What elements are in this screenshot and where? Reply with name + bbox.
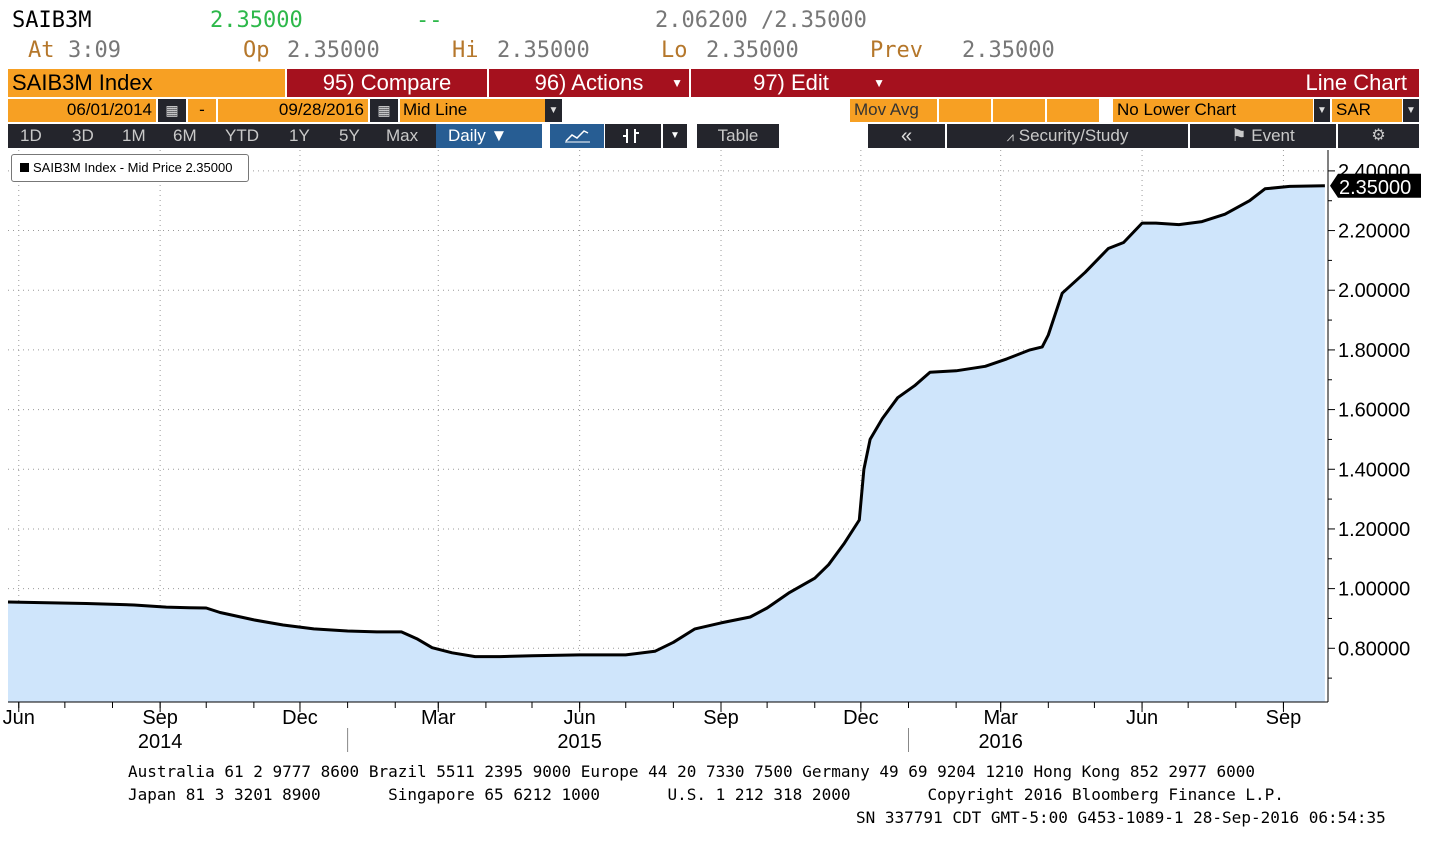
frequency-select[interactable]: Daily ▼ [436,124,542,148]
range-5y[interactable]: 5Y [339,126,360,145]
chart-type-title: Line Chart [1305,70,1407,95]
gear-icon[interactable]: ⚙ [1338,124,1419,148]
y-tick-label: 0.80000 [1338,638,1410,660]
start-date-field[interactable]: 06/01/2014 [8,99,156,122]
range-1y[interactable]: 1Y [289,126,310,145]
range-1m[interactable]: 1M [122,126,146,145]
mov-avg-field-3[interactable] [1047,99,1099,122]
x-tick-label: Jun [1126,707,1158,729]
range-3d[interactable]: 3D [72,126,94,145]
low-label: Lo [661,38,688,63]
high-value: 2.35000 [497,38,590,63]
last-price: 2.35000 [210,8,303,33]
net-change: -- [416,8,443,33]
footer-contacts-2: Japan 81 3 3201 8900 Singapore 65 6212 1… [128,785,1284,804]
at-label: At [28,38,55,63]
start-calendar-icon[interactable]: ▦ [158,99,186,122]
chart-legend[interactable]: SAIB3M Index - Mid Price 2.35000 [11,154,249,182]
price-area-fill [8,185,1325,703]
line-chart: 2.400002.200002.000001.800001.600001.400… [3,150,1421,753]
at-time: 3:09 [68,38,121,63]
y-tick-label: 1.20000 [1338,519,1410,541]
security-study-label: Security/Study [1018,126,1129,145]
last-value-tag [1330,173,1421,198]
end-date-field[interactable]: 09/28/2016 [218,99,368,122]
table-button[interactable]: Table [697,124,779,148]
range-max[interactable]: Max [386,126,419,145]
x-tick-label: Sep [1266,707,1302,729]
event-button[interactable]: ⚑ Event [1190,124,1336,148]
event-label: Event [1251,126,1295,145]
footer-contacts-1: Australia 61 2 9777 8600 Brazil 5511 239… [128,762,1256,781]
price-line [7,184,1325,659]
legend-swatch [20,163,29,172]
year-label: 2015 [557,731,602,753]
y-tick-label: 1.60000 [1338,400,1410,422]
range-row: 1D 3D 1M 6M YTD 1Y 5Y Max Daily ▼ ▼ Tabl… [8,124,1419,148]
security-field[interactable]: SAIB3M Index [8,69,285,97]
mov-avg-field-2[interactable] [993,99,1045,122]
edit-label: 97) Edit [753,70,829,95]
currency-select[interactable]: SAR [1332,99,1402,122]
x-tick-label: Dec [282,707,318,729]
x-tick-label: Jun [564,707,596,729]
y-tick-label: 2.20000 [1338,221,1410,243]
legend-text: SAIB3M Index - Mid Price 2.35000 [33,160,233,175]
bid-ask: 2.06200 /2.35000 [655,8,867,33]
edit-button[interactable]: 97) Edit ▼ [689,69,891,97]
line-chart-icon[interactable] [550,124,604,148]
y-tick-label: 2.00000 [1338,280,1410,302]
main-toolbar: SAIB3M Index 95) Compare 96) Actions ▼ 9… [8,69,1419,97]
prev-value: 2.35000 [962,38,1055,63]
last-value-label: 2.35000 [1339,177,1411,199]
y-tick-label: 1.00000 [1338,579,1410,601]
prev-label: Prev [870,38,923,63]
date-range-dash: - [188,99,216,122]
year-label: 2016 [978,731,1023,753]
low-value: 2.35000 [706,38,799,63]
range-6m[interactable]: 6M [173,126,197,145]
x-tick-label: Dec [843,707,879,729]
x-tick-label: Mar [983,707,1018,729]
chart-style-dropdown-icon[interactable]: ▼ [663,124,687,148]
ticker: SAIB3M [12,8,92,33]
options-row: 06/01/2014 ▦ - 09/28/2016 ▦ Mid Line ▼ M… [8,99,1419,122]
actions-label: 96) Actions [534,70,644,95]
y-tick-label: 1.80000 [1338,340,1410,362]
lower-chart-select[interactable]: No Lower Chart [1113,99,1313,122]
actions-button[interactable]: 96) Actions ▼ [487,69,689,97]
y-tick-label: 1.40000 [1338,459,1410,481]
mov-avg-label: Mov Avg [850,99,937,122]
x-tick-label: Jun [3,707,35,729]
study-icon: ⩘ [1006,129,1014,144]
price-type-dropdown-icon[interactable]: ▼ [545,99,562,122]
actions-dropdown-icon: ▼ [671,76,683,90]
footer-session: SN 337791 CDT GMT-5:00 G453-1089-1 28-Se… [856,808,1386,827]
price-type-select[interactable]: Mid Line [400,99,545,122]
edit-dropdown-icon: ▼ [873,76,885,90]
bar-chart-icon[interactable] [605,124,661,148]
collapse-icon[interactable]: « [868,124,945,148]
x-tick-label: Sep [142,707,178,729]
currency-dropdown-icon[interactable]: ▼ [1403,99,1419,122]
open-value: 2.35000 [287,38,380,63]
compare-button[interactable]: 95) Compare [285,69,487,97]
range-buttons: 1D 3D 1M 6M YTD 1Y 5Y Max [8,124,436,148]
flag-icon: ⚑ [1231,126,1247,145]
range-1d[interactable]: 1D [20,126,42,145]
open-label: Op [243,38,270,63]
x-tick-label: Mar [421,707,456,729]
end-calendar-icon[interactable]: ▦ [370,99,398,122]
x-tick-label: Sep [703,707,739,729]
year-label: 2014 [138,731,183,753]
high-label: Hi [452,38,479,63]
lower-chart-dropdown-icon[interactable]: ▼ [1314,99,1330,122]
mov-avg-field-1[interactable] [939,99,991,122]
range-ytd[interactable]: YTD [225,126,259,145]
security-study-button[interactable]: ⩘ Security/Study [947,124,1188,148]
